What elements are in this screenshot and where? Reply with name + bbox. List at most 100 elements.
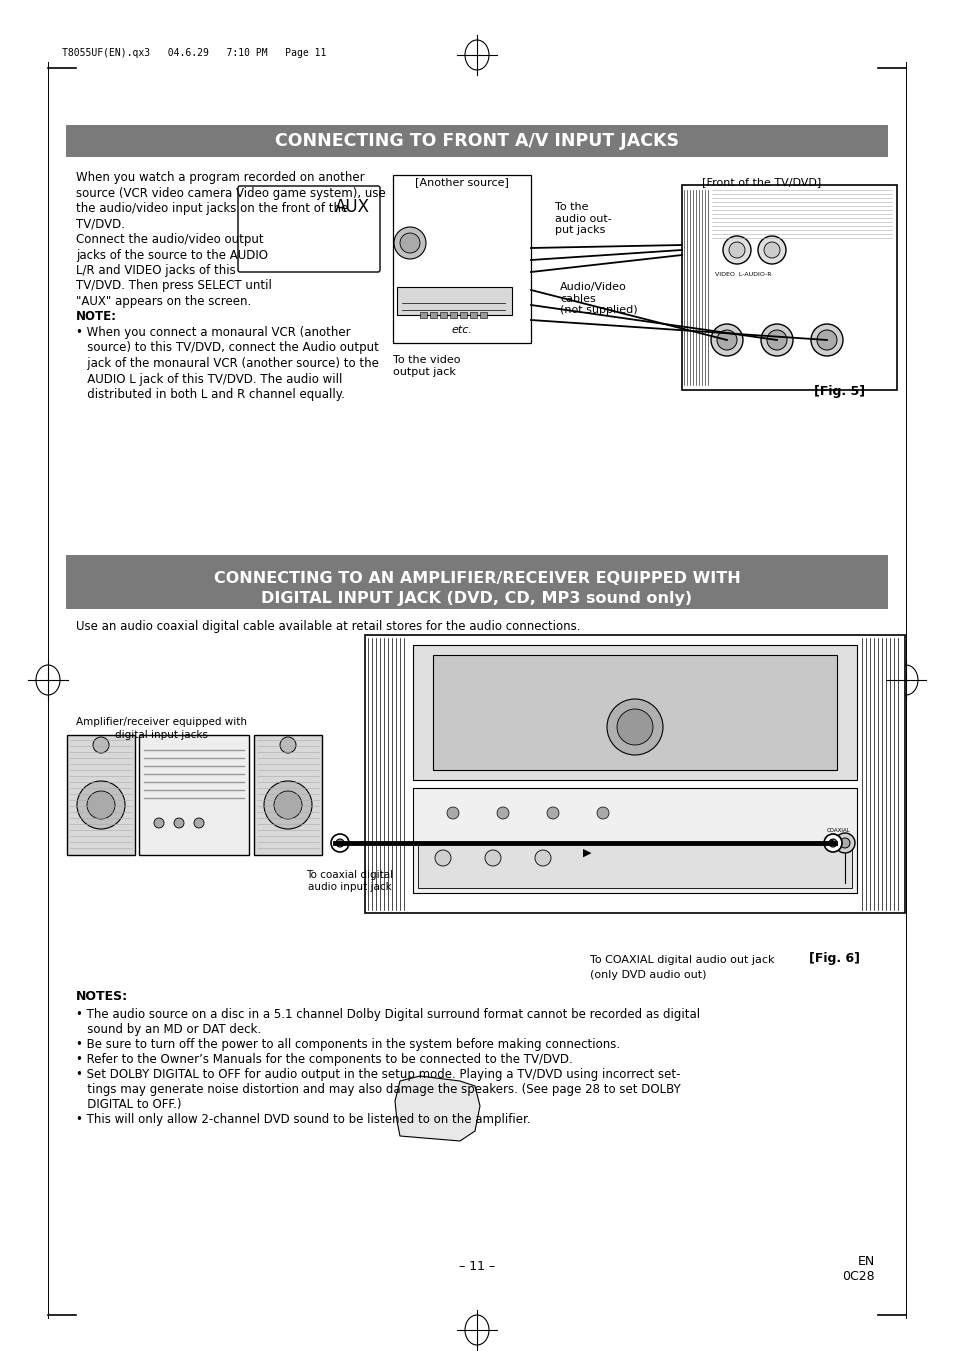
Circle shape [823, 834, 841, 852]
Bar [450, 312, 456, 317]
Text: T8055UF(EN).qx3   04.6.29   7:10 PM   Page 11: T8055UF(EN).qx3 04.6.29 7:10 PM Page 11 [62, 49, 326, 58]
Bar [253, 735, 322, 855]
Text: NOTES:: NOTES: [76, 990, 128, 1002]
Text: • Refer to the Owner’s Manuals for the components to be connected to the TV/DVD.: • Refer to the Owner’s Manuals for the c… [76, 1052, 572, 1066]
Circle shape [597, 807, 608, 819]
Text: EN: EN [857, 1255, 874, 1269]
Text: (only DVD audio out): (only DVD audio out) [589, 970, 706, 979]
FancyBboxPatch shape [237, 186, 379, 272]
Bar [66, 126, 887, 157]
Bar [393, 176, 531, 343]
Circle shape [535, 850, 551, 866]
Circle shape [484, 850, 500, 866]
Text: "AUX" appears on the screen.: "AUX" appears on the screen. [76, 295, 251, 308]
Text: [Front of the TV/DVD]: [Front of the TV/DVD] [701, 177, 821, 186]
Text: digital input jacks: digital input jacks [115, 730, 209, 740]
Circle shape [816, 330, 836, 350]
Text: Use an audio coaxial digital cable available at retail stores for the audio conn: Use an audio coaxial digital cable avail… [76, 620, 579, 634]
Text: To the video
output jack: To the video output jack [393, 355, 460, 377]
Circle shape [193, 817, 204, 828]
Bar [67, 735, 135, 855]
Text: the audio/video input jacks on the front of the: the audio/video input jacks on the front… [76, 203, 348, 215]
Circle shape [606, 698, 662, 755]
Circle shape [331, 834, 349, 852]
Text: CONNECTING TO FRONT A/V INPUT JACKS: CONNECTING TO FRONT A/V INPUT JACKS [274, 132, 679, 150]
Circle shape [717, 330, 737, 350]
Circle shape [758, 236, 785, 263]
Circle shape [766, 330, 786, 350]
Text: jacks of the source to the AUDIO: jacks of the source to the AUDIO [76, 249, 268, 262]
Circle shape [763, 242, 780, 258]
Text: etc.: etc. [451, 326, 472, 335]
Circle shape [760, 324, 792, 357]
Text: • Set DOLBY DIGITAL to OFF for audio output in the setup mode. Playing a TV/DVD : • Set DOLBY DIGITAL to OFF for audio out… [76, 1069, 679, 1081]
Text: distributed in both L and R channel equally.: distributed in both L and R channel equa… [76, 388, 345, 401]
Text: – 11 –: – 11 – [458, 1260, 495, 1273]
Circle shape [77, 781, 125, 830]
Text: DIGITAL to OFF.): DIGITAL to OFF.) [76, 1098, 181, 1111]
Text: sound by an MD or DAT deck.: sound by an MD or DAT deck. [76, 1023, 261, 1036]
Text: To COAXIAL digital audio out jack: To COAXIAL digital audio out jack [589, 955, 774, 965]
Text: ▶: ▶ [582, 848, 591, 858]
Circle shape [274, 790, 302, 819]
Bar [470, 312, 476, 317]
Bar [365, 635, 904, 913]
Text: DIGITAL INPUT JACK (DVD, CD, MP3 sound only): DIGITAL INPUT JACK (DVD, CD, MP3 sound o… [261, 590, 692, 607]
Text: • When you connect a monaural VCR (another: • When you connect a monaural VCR (anoth… [76, 326, 351, 339]
Text: TV/DVD. Then press SELECT until: TV/DVD. Then press SELECT until [76, 280, 272, 293]
Text: 0C28: 0C28 [841, 1270, 874, 1283]
Bar [681, 185, 896, 390]
Circle shape [435, 850, 451, 866]
Bar [413, 788, 856, 893]
Text: source (VCR video camera Video game system), use: source (VCR video camera Video game syst… [76, 186, 385, 200]
Text: L/R and VIDEO jacks of this: L/R and VIDEO jacks of this [76, 263, 235, 277]
Circle shape [834, 834, 854, 852]
Bar [479, 312, 486, 317]
Text: source) to this TV/DVD, connect the Audio output: source) to this TV/DVD, connect the Audi… [76, 342, 378, 354]
Circle shape [840, 838, 849, 848]
Text: COAXIAL: COAXIAL [826, 828, 850, 834]
Circle shape [153, 817, 164, 828]
Circle shape [87, 790, 115, 819]
Text: tings may generate noise distortion and may also damage the speakers. (See page : tings may generate noise distortion and … [76, 1084, 680, 1096]
Bar [459, 312, 467, 317]
Text: To the
audio out-
put jacks: To the audio out- put jacks [555, 203, 611, 235]
Text: [Fig. 6]: [Fig. 6] [809, 952, 860, 965]
Circle shape [335, 839, 344, 847]
Bar [419, 312, 427, 317]
Circle shape [828, 839, 836, 847]
Bar [433, 655, 836, 770]
Text: Audio/Video
cables
(not supplied): Audio/Video cables (not supplied) [559, 282, 637, 315]
Text: CONNECTING TO AN AMPLIFIER/RECEIVER EQUIPPED WITH: CONNECTING TO AN AMPLIFIER/RECEIVER EQUI… [213, 571, 740, 586]
Circle shape [399, 232, 419, 253]
Bar [396, 286, 512, 315]
Text: [Fig. 5]: [Fig. 5] [814, 385, 864, 399]
Circle shape [728, 242, 744, 258]
Circle shape [497, 807, 509, 819]
Circle shape [546, 807, 558, 819]
Circle shape [92, 738, 109, 753]
Text: Connect the audio/video output: Connect the audio/video output [76, 232, 263, 246]
Circle shape [710, 324, 742, 357]
Circle shape [280, 738, 295, 753]
Text: AUX: AUX [335, 199, 370, 216]
Polygon shape [395, 1075, 479, 1142]
Text: VIDEO  L-AUDIO-R: VIDEO L-AUDIO-R [714, 272, 771, 277]
Text: To coaxial digital
audio input jack: To coaxial digital audio input jack [306, 870, 394, 892]
Circle shape [173, 817, 184, 828]
Text: When you watch a program recorded on another: When you watch a program recorded on ano… [76, 172, 364, 184]
Circle shape [394, 227, 426, 259]
Bar [430, 312, 436, 317]
Text: • The audio source on a disc in a 5.1 channel Dolby Digital surround format cann: • The audio source on a disc in a 5.1 ch… [76, 1008, 700, 1021]
Text: [Another source]: [Another source] [415, 177, 508, 186]
Circle shape [810, 324, 842, 357]
Bar [439, 312, 447, 317]
Circle shape [264, 781, 312, 830]
Bar [139, 735, 249, 855]
Circle shape [447, 807, 458, 819]
Text: • Be sure to turn off the power to all components in the system before making co: • Be sure to turn off the power to all c… [76, 1038, 619, 1051]
Text: jack of the monaural VCR (another source) to the: jack of the monaural VCR (another source… [76, 357, 378, 370]
Circle shape [617, 709, 652, 744]
Text: • This will only allow 2-channel DVD sound to be listened to on the amplifier.: • This will only allow 2-channel DVD sou… [76, 1113, 530, 1125]
Bar [66, 555, 887, 609]
